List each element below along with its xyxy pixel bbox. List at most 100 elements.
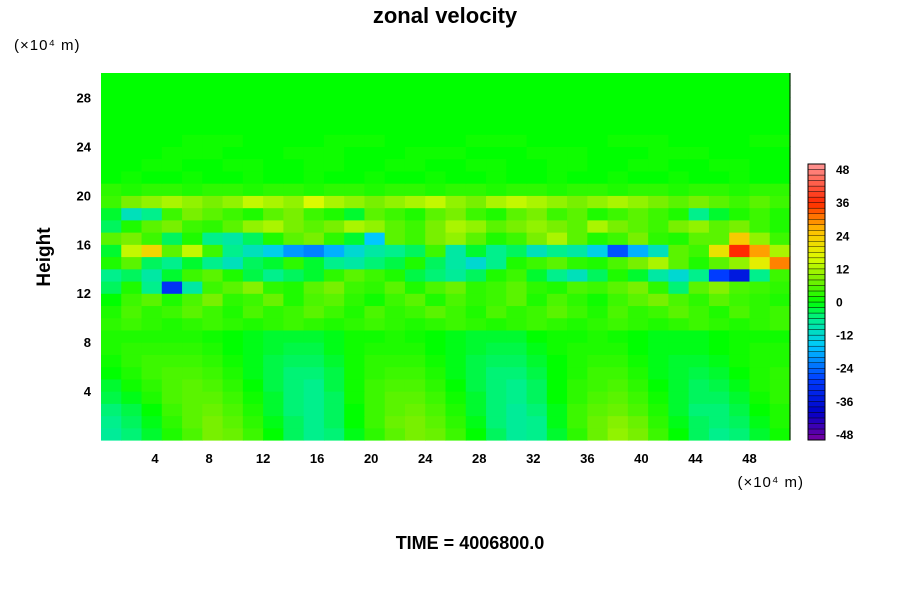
heatmap-cell	[769, 305, 791, 319]
heatmap-cell	[425, 256, 447, 270]
heatmap-cell	[425, 280, 447, 294]
heatmap-cell	[627, 158, 649, 172]
heatmap-cell	[567, 427, 588, 441]
heatmap-cell	[546, 244, 568, 258]
heatmap-cell	[364, 97, 386, 111]
heatmap-cell	[546, 73, 568, 86]
heatmap-cell	[607, 207, 629, 221]
heatmap-cell	[486, 378, 507, 392]
heatmap-cell	[729, 158, 751, 172]
heatmap-cell	[729, 366, 751, 380]
heatmap-cell	[729, 121, 751, 135]
heatmap-cell	[263, 73, 284, 86]
heatmap-cell	[364, 317, 386, 331]
heatmap-cell	[567, 158, 588, 172]
heatmap-cell	[486, 403, 507, 417]
heatmap-cell	[303, 195, 325, 209]
heatmap-cell	[141, 366, 163, 380]
heatmap-cell	[404, 378, 426, 392]
heatmap-cell	[323, 232, 345, 245]
heatmap-cell	[242, 195, 264, 209]
heatmap-cell	[242, 183, 264, 196]
heatmap-cell	[303, 134, 325, 147]
heatmap-cell	[526, 195, 548, 209]
heatmap-cell	[729, 329, 751, 343]
heatmap-cell	[648, 73, 670, 86]
heatmap-cell	[749, 268, 771, 282]
heatmap-cell	[729, 85, 751, 99]
heatmap-cell	[384, 183, 406, 196]
heatmap-cell	[465, 232, 487, 245]
heatmap-cell	[526, 158, 548, 172]
heatmap-cell	[161, 317, 183, 331]
heatmap-cell	[263, 85, 284, 99]
heatmap-cell	[101, 170, 122, 184]
heatmap-cell	[344, 256, 366, 270]
heatmap-cell	[627, 378, 649, 392]
heatmap-cell	[749, 366, 771, 380]
heatmap-cell	[708, 170, 730, 184]
heatmap-cell	[668, 342, 690, 355]
heatmap-cell	[242, 293, 264, 307]
heatmap-cell	[121, 97, 143, 111]
heatmap-cell	[141, 146, 163, 160]
heatmap-cell	[161, 232, 183, 245]
heatmap-cell	[627, 293, 649, 307]
heatmap-cell	[182, 391, 203, 404]
heatmap-cell	[688, 256, 710, 270]
colorbar-segment	[807, 257, 826, 264]
heatmap-cell	[404, 329, 426, 343]
heatmap-cell	[242, 305, 264, 319]
heatmap-cell	[384, 366, 406, 380]
heatmap-cell	[668, 256, 690, 270]
heatmap-cell	[323, 415, 345, 429]
heatmap-cell	[486, 109, 507, 123]
heatmap-cell	[141, 73, 163, 86]
heatmap-cell	[465, 97, 487, 111]
heatmap-cell	[242, 268, 264, 282]
heatmap-cell	[101, 219, 122, 233]
heatmap-cell	[607, 293, 629, 307]
heatmap-cell	[567, 232, 588, 245]
heatmap-cell	[729, 391, 751, 404]
heatmap-cell	[688, 134, 710, 147]
heatmap-cell	[729, 403, 751, 417]
heatmap-cell	[546, 354, 568, 368]
heatmap-cell	[323, 305, 345, 319]
heatmap-cell	[465, 146, 487, 160]
heatmap-cell	[688, 342, 710, 355]
heatmap-cell	[344, 183, 366, 196]
heatmap-cell	[364, 354, 386, 368]
heatmap-cell	[668, 183, 690, 196]
heatmap-cell	[283, 73, 305, 86]
heatmap-cell	[668, 232, 690, 245]
heatmap-cell	[283, 195, 305, 209]
colorbar-segment	[807, 180, 826, 187]
heatmap-cell	[121, 366, 143, 380]
heatmap-cell	[607, 366, 629, 380]
heatmap-cell	[526, 305, 548, 319]
heatmap-cell	[121, 85, 143, 99]
heatmap-cell	[567, 366, 588, 380]
heatmap-cell	[283, 207, 305, 221]
heatmap-cell	[648, 403, 670, 417]
heatmap-cell	[567, 85, 588, 99]
heatmap-cell	[344, 134, 366, 147]
heatmap-cell	[729, 378, 751, 392]
heatmap-cell	[283, 232, 305, 245]
heatmap-cell	[708, 146, 730, 160]
heatmap-cell	[263, 317, 284, 331]
heatmap-cell	[668, 73, 690, 86]
heatmap-cell	[506, 329, 528, 343]
heatmap-cell	[121, 121, 143, 135]
heatmap-cell	[364, 329, 386, 343]
heatmap-cell	[364, 183, 386, 196]
heatmap-cell	[506, 121, 528, 135]
heatmap-cell	[404, 427, 426, 441]
heatmap-cell	[161, 146, 183, 160]
heatmap-cell	[222, 85, 244, 99]
heatmap-cell	[202, 317, 224, 331]
heatmap-cell	[283, 134, 305, 147]
heatmap-cell	[222, 219, 244, 233]
heatmap-cell	[344, 329, 366, 343]
